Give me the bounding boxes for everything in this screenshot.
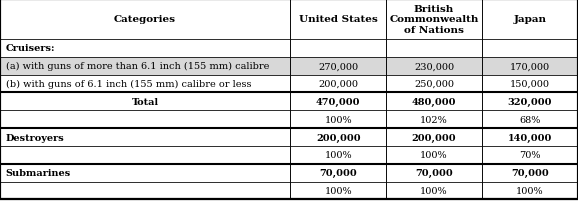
Text: 140,000: 140,000 — [508, 133, 552, 142]
Text: 480,000: 480,000 — [412, 98, 456, 106]
Bar — [482, 146, 578, 164]
Bar — [482, 0, 578, 40]
Bar — [386, 75, 482, 93]
Bar — [290, 75, 386, 93]
Bar — [482, 111, 578, 129]
Text: 200,000: 200,000 — [318, 80, 358, 89]
Text: 100%: 100% — [516, 186, 544, 195]
Text: 100%: 100% — [420, 186, 448, 195]
Bar — [0, 40, 290, 58]
Text: 100%: 100% — [324, 115, 352, 124]
Bar — [0, 182, 290, 200]
Text: Cruisers:: Cruisers: — [6, 44, 55, 53]
Text: 270,000: 270,000 — [318, 62, 358, 71]
Text: (a) with guns of more than 6.1 inch (155 mm) calibre: (a) with guns of more than 6.1 inch (155… — [6, 62, 269, 71]
Text: 70,000: 70,000 — [415, 169, 453, 177]
Bar — [290, 58, 386, 75]
Bar — [290, 111, 386, 129]
Bar — [290, 0, 386, 40]
Text: 70,000: 70,000 — [319, 169, 357, 177]
Bar — [386, 93, 482, 111]
Bar — [386, 146, 482, 164]
Text: 470,000: 470,000 — [316, 98, 360, 106]
Bar — [482, 129, 578, 146]
Bar — [386, 164, 482, 182]
Text: 320,000: 320,000 — [508, 98, 552, 106]
Text: 200,000: 200,000 — [316, 133, 361, 142]
Bar — [0, 164, 290, 182]
Text: 150,000: 150,000 — [510, 80, 550, 89]
Bar — [482, 93, 578, 111]
Bar — [290, 40, 386, 58]
Bar — [0, 75, 290, 93]
Bar — [0, 58, 290, 75]
Bar — [290, 164, 386, 182]
Bar — [290, 129, 386, 146]
Text: 100%: 100% — [324, 186, 352, 195]
Bar — [0, 111, 290, 129]
Text: 250,000: 250,000 — [414, 80, 454, 89]
Text: Destroyers: Destroyers — [6, 133, 65, 142]
Bar — [290, 182, 386, 200]
Text: 68%: 68% — [520, 115, 540, 124]
Bar — [386, 129, 482, 146]
Bar — [0, 129, 290, 146]
Bar — [482, 40, 578, 58]
Bar — [0, 146, 290, 164]
Bar — [482, 182, 578, 200]
Bar — [0, 93, 290, 111]
Bar — [386, 58, 482, 75]
Text: 70,000: 70,000 — [511, 169, 549, 177]
Text: 100%: 100% — [324, 151, 352, 160]
Bar — [386, 182, 482, 200]
Text: Categories: Categories — [114, 16, 176, 24]
Bar — [290, 93, 386, 111]
Text: 70%: 70% — [519, 151, 541, 160]
Bar — [0, 0, 290, 40]
Text: 200,000: 200,000 — [412, 133, 457, 142]
Text: Total: Total — [132, 98, 158, 106]
Bar — [482, 58, 578, 75]
Bar — [386, 111, 482, 129]
Text: (b) with guns of 6.1 inch (155 mm) calibre or less: (b) with guns of 6.1 inch (155 mm) calib… — [6, 80, 251, 89]
Bar — [386, 0, 482, 40]
Bar — [482, 164, 578, 182]
Bar — [482, 75, 578, 93]
Bar — [290, 146, 386, 164]
Text: Japan: Japan — [513, 16, 547, 24]
Text: 230,000: 230,000 — [414, 62, 454, 71]
Text: United States: United States — [299, 16, 377, 24]
Text: 170,000: 170,000 — [510, 62, 550, 71]
Bar — [386, 40, 482, 58]
Text: 102%: 102% — [420, 115, 448, 124]
Text: Submarines: Submarines — [6, 169, 71, 177]
Text: British
Commonwealth
of Nations: British Commonwealth of Nations — [390, 5, 479, 35]
Text: 100%: 100% — [420, 151, 448, 160]
